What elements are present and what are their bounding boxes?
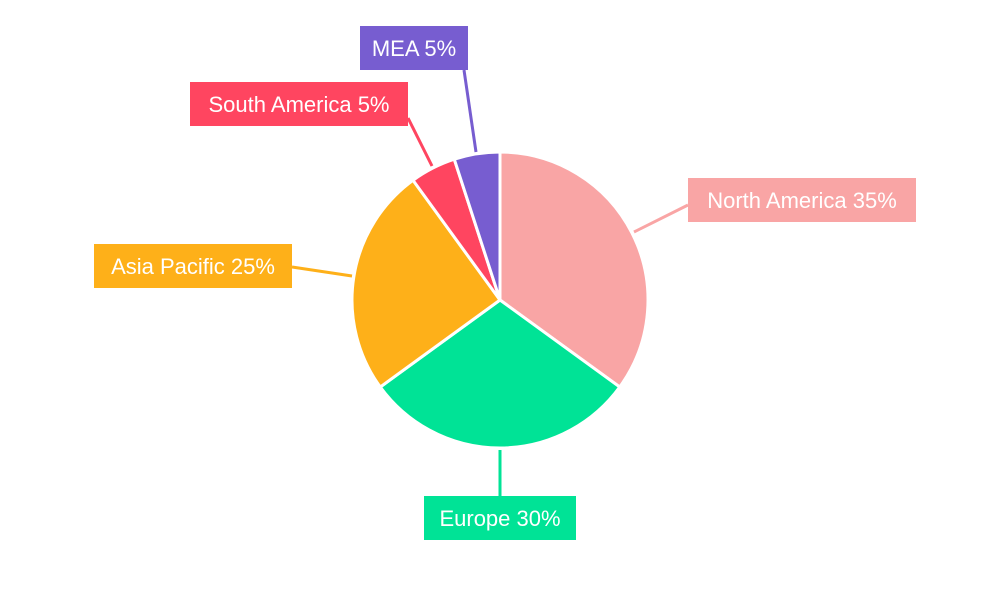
label-box-mea [360, 26, 468, 70]
label-box-asia-pacific [94, 244, 292, 288]
pie-slice-north-america[interactable] [498, 150, 650, 390]
pie-slice-asia-pacific[interactable] [350, 178, 503, 390]
pie-slice-europe[interactable] [378, 298, 622, 450]
label-connector-asia-pacific [291, 265, 353, 278]
label-box-south-america [190, 82, 408, 126]
label-connector-north-america [633, 203, 689, 234]
label-box-north-america [688, 178, 916, 222]
data-label-europe: Europe 30% [439, 506, 560, 531]
label-box-europe [424, 496, 576, 540]
label-connector-mea [462, 69, 478, 153]
label-connector-south-america [406, 117, 434, 167]
data-label-asia-pacific: Asia Pacific 25% [111, 254, 275, 279]
data-label-mea: MEA 5% [372, 36, 456, 61]
pie-slice-mea[interactable] [452, 150, 502, 301]
data-label-south-america: South America 5% [209, 92, 390, 117]
data-label-north-america: North America 35% [707, 188, 897, 213]
